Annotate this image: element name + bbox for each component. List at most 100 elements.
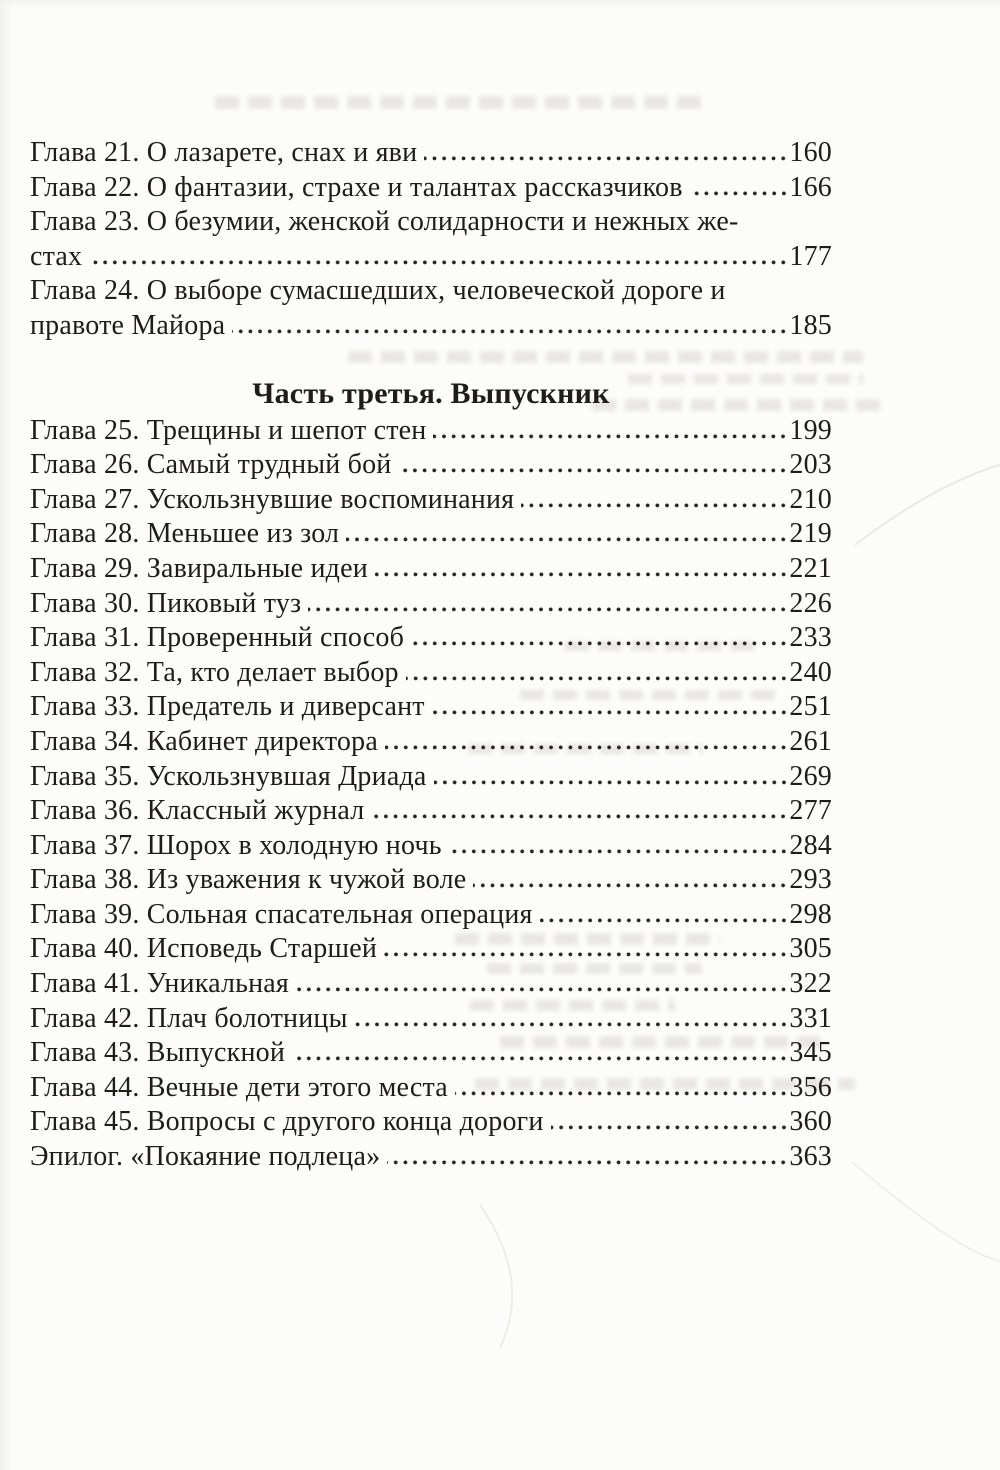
dot-leader	[433, 433, 789, 439]
dot-leader	[346, 537, 789, 543]
toc-entry-line: Глава 43. Выпускной 345	[30, 1036, 832, 1071]
toc-entry-page-number: 219	[789, 518, 832, 550]
dot-leader	[539, 917, 789, 923]
toc-entry-title: Глава 31. Проверенный способ	[30, 622, 405, 654]
toc-entry-line: Глава 30. Пиковый туз 226	[30, 587, 832, 622]
toc-entry-title: стах	[30, 240, 83, 272]
toc-entry-line: Глава 39. Сольная спасательная операция 2…	[30, 898, 832, 933]
toc-entry-page-number: 261	[789, 725, 832, 757]
scan-edge-shading-left	[0, 0, 12, 1470]
dot-leader	[411, 641, 789, 647]
dot-leader	[448, 848, 789, 854]
dot-leader	[433, 779, 789, 785]
toc-entry-page-number: 363	[789, 1141, 832, 1173]
dot-leader	[89, 259, 789, 265]
toc-entry-title: Глава 39. Сольная спасательная операция	[30, 898, 533, 930]
toc-entry-line: Глава 22. О фантазии, страхе и талантах …	[30, 171, 832, 206]
toc-entry-line: правоте Майора 185	[30, 309, 832, 344]
toc-entry-page-number: 356	[789, 1071, 832, 1103]
toc-entry-page-number: 160	[789, 137, 832, 168]
dot-leader	[308, 606, 789, 612]
dot-leader	[232, 328, 789, 334]
toc-entry-title: Глава 38. Из уважения к чужой воле	[30, 864, 467, 896]
toc-entry-line: Глава 25. Трещины и шепот стен 199	[30, 414, 832, 449]
toc-entry-title: Глава 35. Ускользнувшая Дриада	[30, 760, 427, 792]
dot-leader	[521, 502, 789, 508]
dot-leader	[384, 744, 789, 750]
toc-entry-line: Глава 32. Та, кто делает выбор 240	[30, 656, 832, 691]
toc-entry-page-number: 233	[789, 622, 832, 654]
dot-leader	[454, 1090, 789, 1096]
toc-entry-title: Глава 28. Меньшее из зол	[30, 518, 340, 550]
toc-entry-line: стах 177	[30, 240, 832, 275]
toc-entry-title: Глава 33. Предатель и диверсант	[30, 691, 425, 723]
toc-entry-line: Глава 33. Предатель и диверсант 251	[30, 690, 832, 725]
toc-entry-page-number: 298	[789, 898, 832, 930]
table-of-contents: Глава 21. О лазарете, снах и яви 160 Глава…	[30, 0, 832, 1175]
toc-entry-line: Глава 44. Вечные дети этого места 356	[30, 1071, 832, 1106]
toc-part-two-entries: Глава 21. О лазарете, снах и яви 160 Глава…	[30, 136, 832, 344]
toc-entry-line: Глава 23. О безумии, женской солидарност…	[30, 205, 832, 240]
dot-leader	[371, 814, 789, 820]
toc-entry-page-number: 185	[789, 309, 832, 341]
toc-entry-title: Глава 40. Исповедь Старшей	[30, 933, 378, 965]
toc-entry-page-number: 177	[789, 240, 832, 272]
toc-entry-line: Глава 28. Меньшее из зол 219	[30, 517, 832, 552]
toc-entry-line: Глава 37. Шорох в холодную ночь 284	[30, 829, 832, 864]
toc-entry-title: Глава 22. О фантазии, страхе и талантах …	[30, 171, 683, 203]
toc-entry-title: Глава 36. Классный журнал	[30, 795, 365, 827]
dot-leader	[550, 1125, 789, 1131]
toc-entry-title: Глава 43. Выпускной	[30, 1037, 286, 1069]
toc-entry-line: Глава 40. Исповедь Старшей 305	[30, 932, 832, 967]
toc-entry-page-number: 305	[789, 933, 832, 965]
toc-entry-page-number: 269	[789, 760, 832, 792]
toc-entry-title: Глава 24. О выборе сумасшедших, человече…	[30, 275, 726, 307]
dot-leader	[292, 1056, 789, 1062]
toc-entry-line: Эпилог. «Покаяние подлеца» 363	[30, 1140, 832, 1175]
toc-entry-title: Глава 42. Плач болотницы	[30, 1002, 348, 1034]
toc-entry-title: Глава 21. О лазарете, снах и яви	[30, 137, 418, 168]
toc-entry-page-number: 331	[789, 1002, 832, 1034]
dot-leader	[387, 1160, 789, 1166]
toc-entry-page-number: 293	[789, 864, 832, 896]
toc-entry-page-number: 277	[789, 795, 832, 827]
toc-entry-line: Глава 34. Кабинет директора 261	[30, 725, 832, 760]
dot-leader	[295, 987, 789, 993]
toc-entry-title: Глава 32. Та, кто делает выбор	[30, 656, 399, 688]
toc-entry-line: Глава 27. Ускользнувшие воспоминания 210	[30, 483, 832, 518]
toc-entry-title: Глава 34. Кабинет директора	[30, 725, 378, 757]
toc-entry-title: Глава 45. Вопросы с другого конца дороги	[30, 1106, 544, 1138]
toc-entry-line: Глава 35. Ускользнувшая Дриада 269	[30, 760, 832, 795]
toc-entry-line: Глава 45. Вопросы с другого конца дороги…	[30, 1105, 832, 1140]
toc-entry-line: Глава 26. Самый трудный бой 203	[30, 448, 832, 483]
toc-entry-title: Глава 23. О безумии, женской солидарност…	[30, 206, 739, 238]
dot-leader	[431, 710, 789, 716]
toc-entry-title: Глава 30. Пиковый туз	[30, 587, 302, 619]
toc-entry-title: правоте Майора	[30, 309, 226, 341]
toc-entry-title: Глава 37. Шорох в холодную ночь	[30, 829, 442, 861]
toc-entry-line: Глава 38. Из уважения к чужой воле 293	[30, 863, 832, 898]
toc-entry-line: Глава 41. Уникальная 322	[30, 967, 832, 1002]
dot-leader	[689, 190, 789, 196]
dot-leader	[374, 571, 789, 577]
toc-entry-page-number: 251	[789, 691, 832, 723]
dot-leader	[473, 883, 789, 889]
toc-entry-page-number: 203	[789, 449, 832, 481]
toc-entry-page-number: 226	[789, 587, 832, 619]
dot-leader	[354, 1021, 789, 1027]
dot-leader	[405, 675, 789, 681]
toc-entry-page-number: 284	[789, 829, 832, 861]
dot-leader	[398, 468, 789, 474]
toc-entry-page-number: 199	[789, 414, 832, 446]
toc-entry-page-number: 221	[789, 552, 832, 584]
toc-entry-page-number: 240	[789, 656, 832, 688]
toc-entry-line: Глава 36. Классный журнал 277	[30, 794, 832, 829]
toc-entry-title: Глава 41. Уникальная	[30, 968, 289, 1000]
toc-entry-line: Глава 21. О лазарете, снах и яви 160	[30, 136, 832, 171]
toc-entry-title: Глава 25. Трещины и шепот стен	[30, 414, 427, 446]
part-heading: Часть третья. Выпускник	[252, 376, 610, 410]
toc-entry-title: Глава 26. Самый трудный бой	[30, 449, 392, 481]
toc-part-three-entries: Глава 25. Трещины и шепот стен 199 Глава 2…	[30, 414, 832, 1175]
toc-entry-line: Глава 29. Завиральные идеи 221	[30, 552, 832, 587]
